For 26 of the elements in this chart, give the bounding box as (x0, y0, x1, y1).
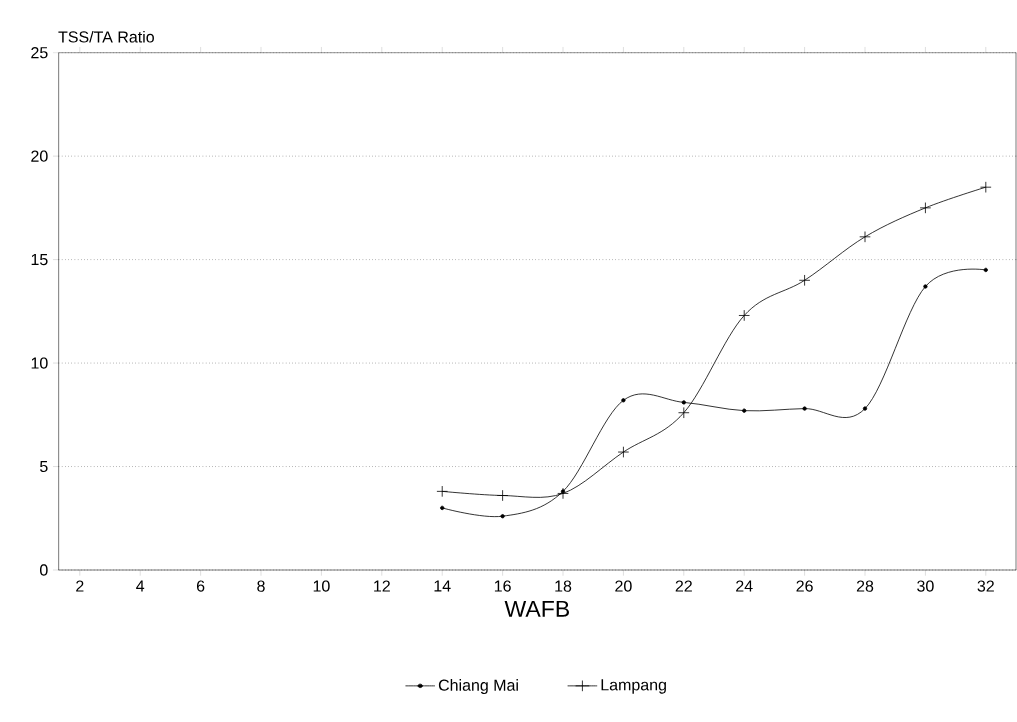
x-axis-title: WAFB (504, 600, 569, 617)
x-tick-label: 16 (494, 580, 511, 592)
y-tick-label: 25 (31, 47, 48, 59)
x-tick-label: 22 (675, 580, 692, 592)
y-tick-label: 0 (40, 564, 48, 576)
x-tick-label: 24 (736, 580, 753, 592)
y-tick-label: 15 (31, 254, 48, 266)
x-tick-label: 8 (257, 580, 265, 592)
x-tick-label: 14 (434, 580, 451, 592)
x-tick-label: 26 (796, 580, 813, 592)
x-tick-label: 12 (374, 580, 390, 592)
x-tick-label: 30 (917, 580, 934, 592)
y-tick-label: 5 (40, 460, 48, 473)
y-tick-label: 20 (31, 150, 48, 162)
x-tick-label: 6 (196, 580, 205, 592)
y-axis-title: TSS/TA Ratio (58, 30, 154, 43)
x-tick-label: 10 (313, 580, 330, 592)
x-tick-label: 2 (76, 580, 84, 592)
x-tick-label: 20 (615, 580, 632, 592)
y-tick-label: 10 (31, 357, 48, 369)
legend-label: Chiang Mai (438, 679, 518, 694)
legend-label: Lampang (601, 679, 666, 694)
x-tick-label: 32 (977, 580, 994, 592)
x-tick-label: 4 (136, 580, 145, 592)
x-tick-label: 18 (555, 580, 572, 592)
x-tick-label: 28 (856, 580, 874, 592)
